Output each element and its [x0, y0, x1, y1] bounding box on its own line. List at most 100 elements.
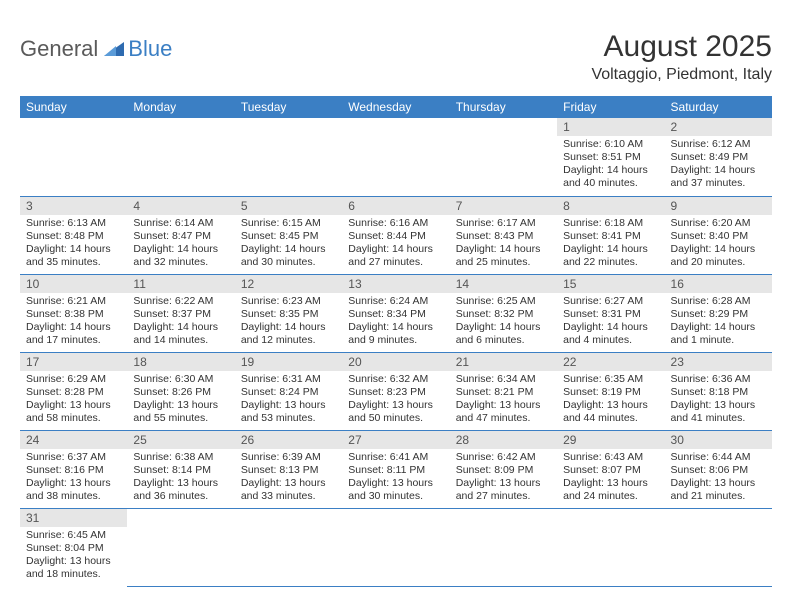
calendar-row: 31Sunrise: 6:45 AMSunset: 8:04 PMDayligh…	[20, 508, 772, 586]
daylight-text: Daylight: 14 hours and 30 minutes.	[241, 243, 336, 269]
day-body: Sunrise: 6:38 AMSunset: 8:14 PMDaylight:…	[127, 449, 234, 508]
day-number: 4	[127, 197, 234, 215]
day-body: Sunrise: 6:25 AMSunset: 8:32 PMDaylight:…	[450, 293, 557, 352]
logo-text-blue: Blue	[128, 36, 172, 62]
day-body: Sunrise: 6:32 AMSunset: 8:23 PMDaylight:…	[342, 371, 449, 430]
month-title: August 2025	[591, 30, 772, 64]
sunset-text: Sunset: 8:09 PM	[456, 464, 551, 477]
daylight-text: Daylight: 14 hours and 14 minutes.	[133, 321, 228, 347]
day-body: Sunrise: 6:18 AMSunset: 8:41 PMDaylight:…	[557, 215, 664, 274]
sunset-text: Sunset: 8:41 PM	[563, 230, 658, 243]
day-body: Sunrise: 6:41 AMSunset: 8:11 PMDaylight:…	[342, 449, 449, 508]
day-body: Sunrise: 6:13 AMSunset: 8:48 PMDaylight:…	[20, 215, 127, 274]
day-body: Sunrise: 6:21 AMSunset: 8:38 PMDaylight:…	[20, 293, 127, 352]
day-number: 29	[557, 431, 664, 449]
sunrise-text: Sunrise: 6:13 AM	[26, 217, 121, 230]
sunset-text: Sunset: 8:43 PM	[456, 230, 551, 243]
calendar-cell	[450, 118, 557, 196]
calendar-cell: 28Sunrise: 6:42 AMSunset: 8:09 PMDayligh…	[450, 430, 557, 508]
calendar-cell	[127, 118, 234, 196]
day-body: Sunrise: 6:45 AMSunset: 8:04 PMDaylight:…	[20, 527, 127, 586]
day-body: Sunrise: 6:14 AMSunset: 8:47 PMDaylight:…	[127, 215, 234, 274]
daylight-text: Daylight: 14 hours and 9 minutes.	[348, 321, 443, 347]
day-body: Sunrise: 6:12 AMSunset: 8:49 PMDaylight:…	[665, 136, 772, 195]
sunset-text: Sunset: 8:13 PM	[241, 464, 336, 477]
day-body: Sunrise: 6:34 AMSunset: 8:21 PMDaylight:…	[450, 371, 557, 430]
day-body: Sunrise: 6:31 AMSunset: 8:24 PMDaylight:…	[235, 371, 342, 430]
title-block: August 2025 Voltaggio, Piedmont, Italy	[591, 30, 772, 84]
calendar-cell: 29 Sunrise: 6:43 AMSunset: 8:07 PMDayligh…	[557, 430, 664, 508]
sunrise-text: Sunrise: 6:25 AM	[456, 295, 551, 308]
sunset-text: Sunset: 8:07 PM	[563, 464, 658, 477]
day-number: 14	[450, 275, 557, 293]
sunrise-text: Sunrise: 6:23 AM	[241, 295, 336, 308]
day-header: Monday	[127, 96, 234, 118]
sunrise-text: Sunrise: 6:43 AM	[563, 451, 658, 464]
day-number: 20	[342, 353, 449, 371]
daylight-text: Daylight: 14 hours and 12 minutes.	[241, 321, 336, 347]
day-header: Friday	[557, 96, 664, 118]
daylight-text: Daylight: 13 hours and 36 minutes.	[133, 477, 228, 503]
calendar-row: 17 Sunrise: 6:29 AMSunset: 8:28 PM Dayligh…	[20, 352, 772, 430]
sunrise-text: Sunrise: 6:32 AM	[348, 373, 443, 386]
sail-icon	[102, 38, 126, 61]
calendar-row: 10Sunrise: 6:21 AMSunset: 8:38 PMDayligh…	[20, 274, 772, 352]
calendar-row: 24Sunrise: 6:37 AMSunset: 8:16 PMDayligh…	[20, 430, 772, 508]
sunrise-text: Sunrise: 6:17 AM	[456, 217, 551, 230]
sunrise-text: Sunrise: 6:20 AM	[671, 217, 766, 230]
calendar-cell: 7Sunrise: 6:17 AMSunset: 8:43 PMDaylight…	[450, 196, 557, 274]
calendar-cell: 8Sunrise: 6:18 AMSunset: 8:41 PMDaylight…	[557, 196, 664, 274]
daylight-text: Daylight: 13 hours and 53 minutes.	[241, 399, 336, 425]
day-body: Sunrise: 6:28 AMSunset: 8:29 PMDaylight:…	[665, 293, 772, 352]
sunset-text: Sunset: 8:23 PM	[348, 386, 443, 399]
sunrise-text: Sunrise: 6:44 AM	[671, 451, 766, 464]
day-body: Sunrise: 6:30 AMSunset: 8:26 PMDaylight:…	[127, 371, 234, 430]
sunrise-text: Sunrise: 6:28 AM	[671, 295, 766, 308]
sunset-text: Sunset: 8:28 PM	[26, 386, 121, 399]
sunrise-text: Sunrise: 6:27 AM	[563, 295, 658, 308]
day-body: Sunrise: 6:24 AMSunset: 8:34 PMDaylight:…	[342, 293, 449, 352]
daylight-text: Daylight: 14 hours and 35 minutes.	[26, 243, 121, 269]
day-number: 17	[20, 353, 127, 371]
sunrise-text: Sunrise: 6:29 AM	[26, 373, 121, 386]
sunrise-text: Sunrise: 6:36 AM	[671, 373, 766, 386]
day-number: 21	[450, 353, 557, 371]
day-number: 19	[235, 353, 342, 371]
day-body: Sunrise: 6:17 AMSunset: 8:43 PMDaylight:…	[450, 215, 557, 274]
calendar-cell: 18Sunrise: 6:30 AMSunset: 8:26 PMDayligh…	[127, 352, 234, 430]
day-body: Sunrise: 6:27 AMSunset: 8:31 PMDaylight:…	[557, 293, 664, 352]
sunset-text: Sunset: 8:47 PM	[133, 230, 228, 243]
sunset-text: Sunset: 8:06 PM	[671, 464, 766, 477]
daylight-text: Daylight: 13 hours and 24 minutes.	[563, 477, 658, 503]
sunrise-text: Sunrise: 6:37 AM	[26, 451, 121, 464]
logo: General Blue	[20, 36, 172, 62]
daylight-text: Daylight: 14 hours and 25 minutes.	[456, 243, 551, 269]
sunset-text: Sunset: 8:37 PM	[133, 308, 228, 321]
calendar-cell	[235, 508, 342, 586]
calendar-cell: 13Sunrise: 6:24 AMSunset: 8:34 PMDayligh…	[342, 274, 449, 352]
day-body: Sunrise: 6:44 AMSunset: 8:06 PMDaylight:…	[665, 449, 772, 508]
day-number: 10	[20, 275, 127, 293]
day-body: Sunrise: 6:36 AMSunset: 8:18 PMDaylight:…	[665, 371, 772, 430]
sunrise-text: Sunrise: 6:42 AM	[456, 451, 551, 464]
day-number: 27	[342, 431, 449, 449]
daylight-text: Daylight: 14 hours and 1 minute.	[671, 321, 766, 347]
calendar-cell	[20, 118, 127, 196]
sunset-text: Sunset: 8:16 PM	[26, 464, 121, 477]
sunrise-text: Sunrise: 6:10 AM	[563, 138, 658, 151]
daylight-text: Daylight: 14 hours and 40 minutes.	[563, 164, 658, 190]
sunrise-text: Sunrise: 6:15 AM	[241, 217, 336, 230]
day-number: 31	[20, 509, 127, 527]
sunset-text: Sunset: 8:18 PM	[671, 386, 766, 399]
calendar-cell: 3Sunrise: 6:13 AMSunset: 8:48 PMDaylight…	[20, 196, 127, 274]
sunset-text: Sunset: 8:04 PM	[26, 542, 121, 555]
calendar-cell: 1Sunrise: 6:10 AMSunset: 8:51 PMDaylight…	[557, 118, 664, 196]
day-number: 16	[665, 275, 772, 293]
sunrise-text: Sunrise: 6:45 AM	[26, 529, 121, 542]
day-number: 25	[127, 431, 234, 449]
sunset-text: Sunset: 8:45 PM	[241, 230, 336, 243]
daylight-text: Daylight: 13 hours and 21 minutes.	[671, 477, 766, 503]
sunset-text: Sunset: 8:21 PM	[456, 386, 551, 399]
sunrise-text: Sunrise: 6:41 AM	[348, 451, 443, 464]
calendar-cell: 21Sunrise: 6:34 AMSunset: 8:21 PMDayligh…	[450, 352, 557, 430]
